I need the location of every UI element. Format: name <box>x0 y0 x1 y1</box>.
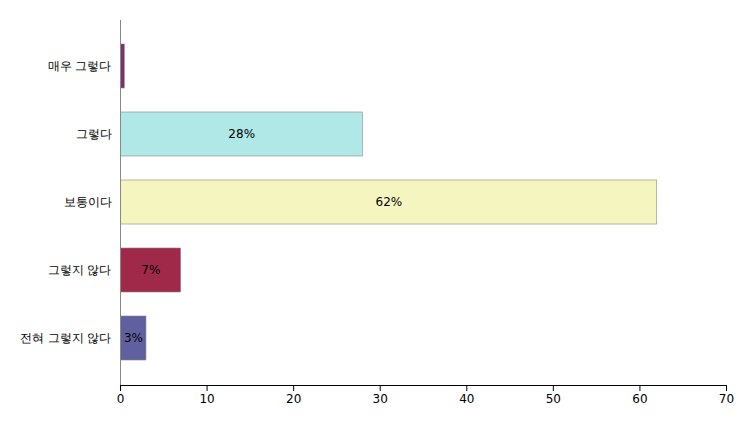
svg-text:62%: 62% <box>376 195 403 209</box>
svg-text:보통이다: 보통이다 <box>64 195 112 209</box>
svg-text:그렇지 않다: 그렇지 않다 <box>48 263 112 277</box>
svg-text:10: 10 <box>199 392 214 406</box>
svg-text:3%: 3% <box>124 331 143 345</box>
svg-text:전혀 그렇지 않다: 전혀 그렇지 않다 <box>20 331 112 345</box>
svg-text:60: 60 <box>632 392 647 406</box>
svg-text:그렇다: 그렇다 <box>76 127 112 141</box>
svg-text:50: 50 <box>546 392 561 406</box>
svg-text:30: 30 <box>373 392 388 406</box>
svg-text:0: 0 <box>117 392 125 406</box>
svg-text:40: 40 <box>459 392 474 406</box>
svg-text:20: 20 <box>286 392 301 406</box>
svg-text:매우 그렇다: 매우 그렇다 <box>48 59 112 73</box>
svg-text:28%: 28% <box>228 127 255 141</box>
svg-text:70: 70 <box>719 392 734 406</box>
svg-text:7%: 7% <box>141 263 160 277</box>
